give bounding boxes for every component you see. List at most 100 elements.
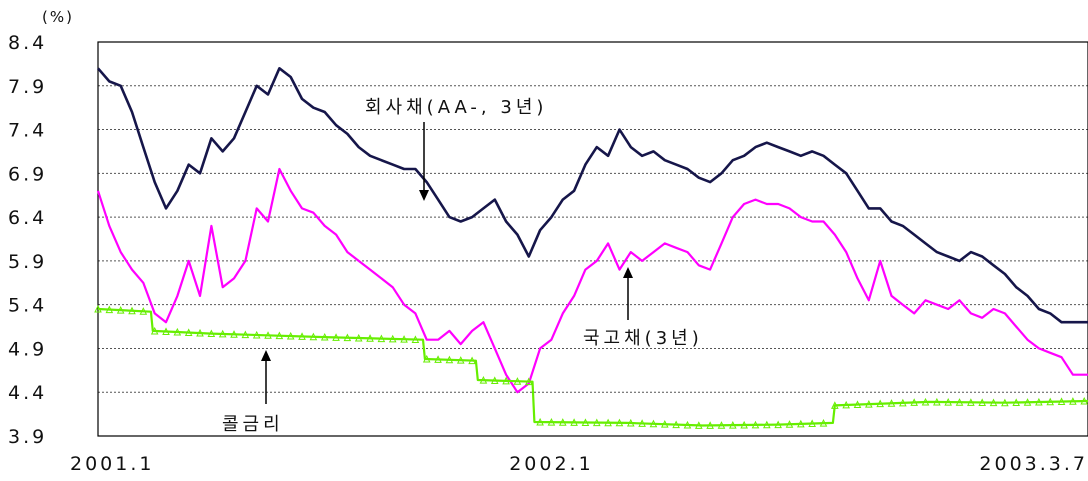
call-rate-marker <box>196 328 204 337</box>
call-rate-marker <box>94 304 102 313</box>
call-rate-marker <box>955 398 964 406</box>
call-rate-marker <box>978 398 987 406</box>
call-rate-marker <box>116 306 125 314</box>
y-tick-label: 5.9 <box>8 251 47 273</box>
call-rate-marker <box>309 332 318 341</box>
call-rate-marker <box>343 333 352 342</box>
call-rate-marker <box>899 398 907 407</box>
call-rate-marker <box>570 418 578 426</box>
call-rate-marker <box>411 335 420 343</box>
call-rate-marker <box>853 400 862 409</box>
y-tick-label: 4.9 <box>8 338 47 360</box>
call-rate-marker <box>660 420 669 428</box>
call-rate-marker <box>842 400 850 409</box>
call-rate-marker <box>128 306 136 315</box>
call-rate-marker <box>910 398 918 406</box>
call-rate-marker <box>388 334 397 343</box>
call-rate-marker <box>944 397 953 406</box>
y-tick-label: 6.4 <box>8 207 47 229</box>
series-line-call-rate <box>97 307 1088 427</box>
call-rate-marker <box>706 421 714 429</box>
y-tick-label: 3.9 <box>8 426 47 448</box>
call-rate-marker <box>717 421 726 429</box>
y-tick-label: 6.9 <box>8 163 47 185</box>
call-rate-marker <box>1035 397 1043 406</box>
call-rate-marker <box>728 421 737 429</box>
call-rate-marker <box>808 419 816 428</box>
annotation-call-rate-label: 콜금리 <box>222 414 284 435</box>
call-rate-marker <box>456 356 465 364</box>
annotation-call-rate: 콜금리 <box>222 350 284 435</box>
call-rate-marker <box>479 376 488 384</box>
call-rate-marker <box>1012 398 1021 406</box>
y-tick-label: 7.4 <box>8 120 47 142</box>
call-rate-marker <box>615 418 624 427</box>
call-rate-marker <box>547 418 556 426</box>
call-rate-marker <box>241 330 250 339</box>
call-rate-marker <box>672 420 680 429</box>
call-rate-marker <box>445 355 454 364</box>
x-axis-tick-labels: 2001.1 2002.1 2003.3.7 <box>70 453 1088 475</box>
series-line-corporate-bond <box>97 67 1088 324</box>
x-tick-label: 2002.1 <box>509 453 593 475</box>
call-rate-marker <box>524 377 533 386</box>
annotation-corporate-bond-label: 회사채(AA-, 3년) <box>365 97 547 118</box>
y-tick-label: 8.4 <box>8 32 47 54</box>
call-rate-marker <box>1001 398 1009 407</box>
call-rate-marker <box>887 399 896 407</box>
call-rate-marker <box>536 417 544 426</box>
call-rate-marker <box>558 418 567 426</box>
plot-area-frame <box>97 41 1088 437</box>
call-rate-marker <box>933 397 941 406</box>
call-rate-marker <box>819 419 828 427</box>
call-rate-marker <box>468 356 476 365</box>
call-rate-marker <box>286 331 295 340</box>
annotation-corporate-bond: 회사채(AA-, 3년) <box>365 97 547 201</box>
call-rate-marker <box>150 326 159 335</box>
annotation-treasury-bond-arrowhead <box>623 267 633 278</box>
call-rate-marker <box>1080 396 1088 405</box>
call-rate-marker <box>797 419 805 428</box>
call-rate-marker <box>275 331 284 340</box>
call-rate-marker <box>751 420 760 429</box>
call-rate-marker <box>694 421 703 429</box>
annotation-treasury-bond-label: 국고채(3년) <box>583 328 703 349</box>
call-rate-marker <box>513 377 522 385</box>
annotation-treasury-bond: 국고채(3년) <box>583 267 703 349</box>
call-rate-marker <box>207 329 216 338</box>
y-tick-label: 5.4 <box>8 295 47 317</box>
series-line-treasury-bond <box>96 167 1088 394</box>
call-rate-marker <box>1023 398 1032 406</box>
call-rate-marker <box>422 354 431 363</box>
call-rate-marker <box>763 420 771 429</box>
call-rate-marker <box>298 332 306 340</box>
call-rate-marker <box>502 376 510 385</box>
call-rate-marker <box>604 418 612 427</box>
x-tick-label: 2003.3.7 <box>979 453 1088 475</box>
annotation-call-rate-arrowhead <box>261 350 271 361</box>
call-rate-marker <box>490 376 499 385</box>
y-axis-unit: (%) <box>42 8 74 26</box>
call-rate-marker <box>649 419 658 428</box>
call-rate-marker <box>184 328 193 337</box>
call-rate-marker <box>434 355 442 363</box>
call-rate-marker <box>683 420 692 429</box>
call-rate-marker <box>831 401 839 409</box>
annotation-corporate-bond-arrowhead <box>419 190 429 201</box>
call-rate-marker <box>218 329 227 338</box>
call-rate-marker <box>139 307 148 315</box>
call-rate-marker <box>921 397 930 406</box>
call-rate-marker <box>230 330 238 338</box>
call-rate-marker <box>626 418 635 427</box>
call-rate-marker <box>173 327 182 336</box>
call-rate-marker <box>400 335 408 343</box>
call-rate-marker <box>105 305 114 314</box>
call-rate-marker <box>592 418 601 427</box>
call-rate-marker <box>1057 397 1066 406</box>
call-rate-marker <box>252 330 261 339</box>
y-tick-label: 4.4 <box>8 382 47 404</box>
y-axis-tick-labels: 8.4 7.9 7.4 6.9 6.4 5.9 5.4 4.9 4.4 3.9 <box>8 32 47 448</box>
series-lines <box>94 67 1088 429</box>
call-rate-marker <box>264 331 272 339</box>
